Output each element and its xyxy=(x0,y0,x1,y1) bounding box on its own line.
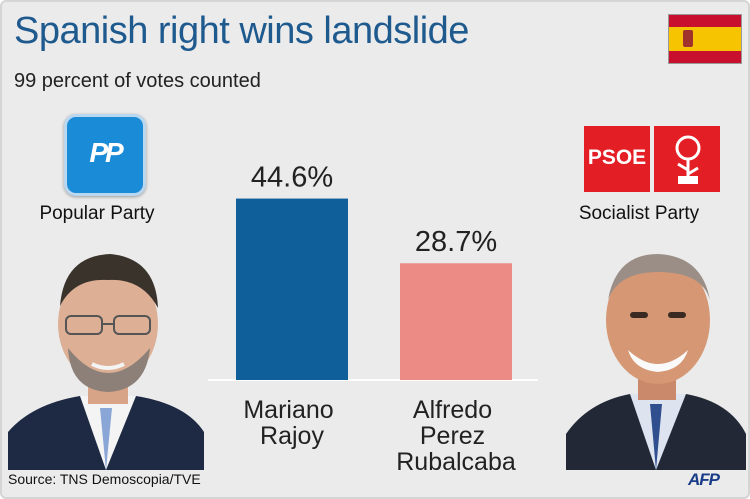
bar-rubalcaba xyxy=(400,263,512,380)
category-label-line: Rubalcaba xyxy=(396,448,516,472)
value-label-rubalcaba: 28.7% xyxy=(415,226,497,258)
category-label-rubalcaba: Alfredo Perez Rubalcaba xyxy=(396,396,516,472)
afp-logo: AFP xyxy=(688,470,720,489)
rubalcaba-photo xyxy=(566,242,746,470)
source-note: Source: TNS Demoscopia/TVE xyxy=(8,471,201,487)
pp-party-name: Popular Party xyxy=(39,203,155,224)
category-label-line: Alfredo xyxy=(413,396,492,424)
rajoy-photo xyxy=(8,240,204,470)
page-subtitle: 99 percent of votes counted xyxy=(14,70,261,92)
rose-icon xyxy=(675,135,701,184)
psoe-logo-text: PSOE xyxy=(587,146,647,169)
bar-rajoy xyxy=(236,198,348,380)
category-label-line: Mariano xyxy=(243,396,333,424)
psoe-logo-icon: PSOE xyxy=(584,126,720,192)
spain-flag-icon xyxy=(668,14,742,64)
page-title: Spanish right wins landslide xyxy=(14,10,469,52)
value-label-rajoy: 44.6% xyxy=(251,162,333,194)
pp-logo-text: PP xyxy=(89,137,123,168)
vote-bar-chart: 44.6% 28.7% Mariano Rajoy Alfredo Perez … xyxy=(208,162,538,472)
category-label-line: Perez xyxy=(420,422,485,450)
category-label-line: Rajoy xyxy=(260,422,324,450)
category-label-rajoy: Mariano Rajoy xyxy=(243,396,340,450)
pp-logo-icon: PP xyxy=(64,114,146,196)
psoe-party-name: Socialist Party xyxy=(578,203,700,224)
